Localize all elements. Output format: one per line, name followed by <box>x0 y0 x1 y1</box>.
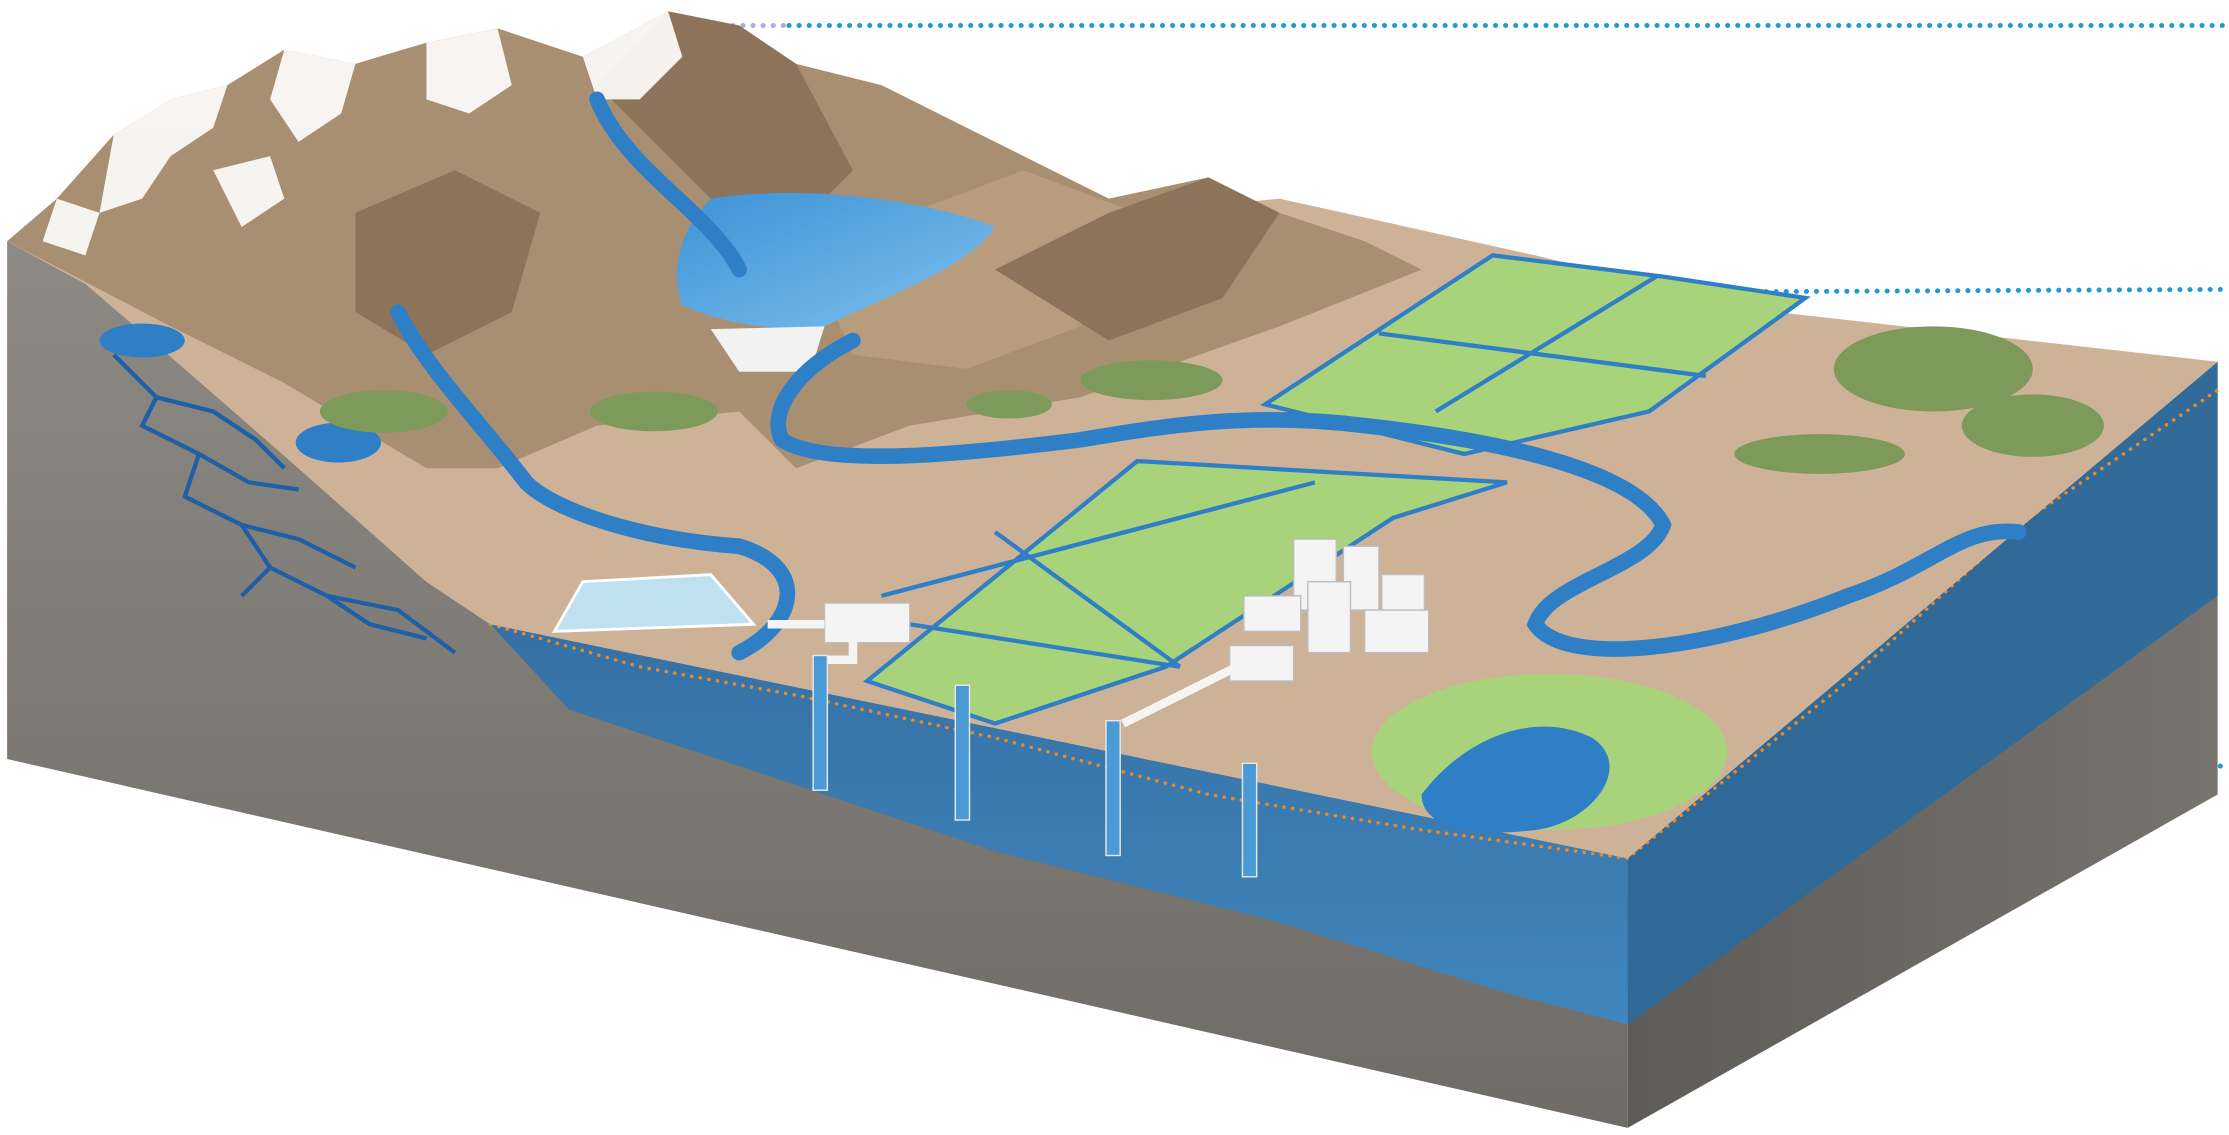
pipe <box>1121 663 1239 728</box>
dam <box>710 326 825 372</box>
vegetation <box>319 326 2104 474</box>
irrigation-canal <box>1434 274 1658 414</box>
tree-cluster <box>589 391 718 432</box>
buildings <box>823 538 1430 682</box>
snow-patch <box>270 49 356 142</box>
wells <box>812 654 1258 878</box>
snow <box>42 11 683 256</box>
fracture <box>112 353 427 641</box>
pipe <box>767 619 858 664</box>
river <box>390 91 2027 661</box>
aquifer-front <box>490 624 1628 1025</box>
building <box>1363 609 1430 654</box>
well <box>954 684 971 821</box>
tree-cluster <box>1961 394 2104 457</box>
pump-house <box>823 602 911 644</box>
building <box>1381 573 1426 616</box>
building <box>1307 580 1352 654</box>
tree-cluster <box>966 390 1052 419</box>
mountain-lake <box>295 422 381 463</box>
snow-patch <box>426 28 512 114</box>
monitoring-well <box>1241 762 1258 878</box>
fracture <box>155 395 457 655</box>
irrigation-canal <box>880 480 1316 598</box>
recharge-basin <box>551 573 757 633</box>
pipes <box>767 619 1239 728</box>
snow-patch <box>99 85 228 213</box>
pump-house <box>1228 644 1295 682</box>
water-table <box>488 388 2220 861</box>
well <box>812 654 829 791</box>
irrigation-canal <box>909 622 1181 669</box>
building <box>1243 595 1302 633</box>
tree-cluster <box>319 390 448 433</box>
farm-fields <box>862 253 1811 726</box>
tree-cluster <box>1833 326 2033 412</box>
tree-cluster <box>1080 360 1223 401</box>
irrigation-canal <box>993 530 1182 669</box>
reservoir <box>676 193 996 329</box>
snow-patch <box>42 198 100 256</box>
snow-patch <box>213 156 285 227</box>
aquifer-side <box>1627 361 2218 1025</box>
field <box>862 458 1508 726</box>
mountain-lake <box>99 323 185 358</box>
snow-patch <box>582 11 683 100</box>
mountain-shade <box>995 177 1280 341</box>
rock-fractures <box>112 353 457 655</box>
wetland-water <box>1421 726 1610 833</box>
tree-cluster <box>1734 434 1905 474</box>
well <box>1105 720 1121 857</box>
irrigation-canal <box>1378 331 1707 379</box>
